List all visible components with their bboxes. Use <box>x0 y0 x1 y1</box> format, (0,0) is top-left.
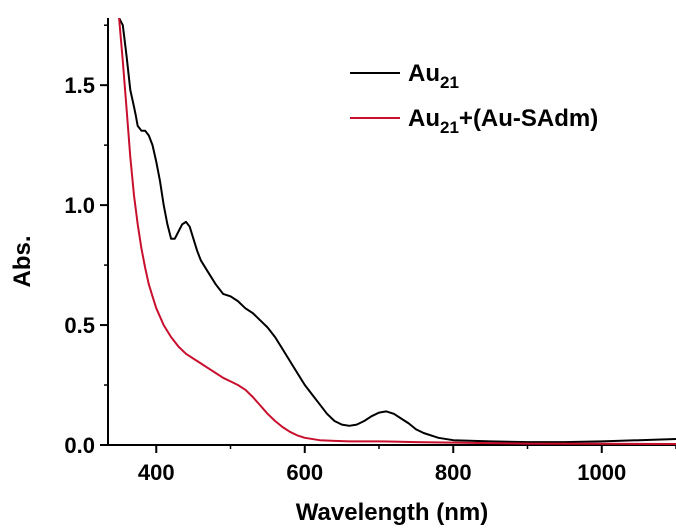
y-tick-label: 0.5 <box>64 313 95 338</box>
x-tick-label: 400 <box>138 460 175 485</box>
x-tick-label: 800 <box>435 460 472 485</box>
legend-label-subscript: 21 <box>440 118 459 137</box>
legend-label-suffix: +(Au-SAdm) <box>459 105 598 132</box>
x-tick-label: 600 <box>286 460 323 485</box>
series-layer <box>118 18 676 445</box>
legend-label-subscript: 21 <box>440 73 459 92</box>
legend-label-1: Au21 <box>408 60 459 92</box>
x-tick-label: 1000 <box>577 460 626 485</box>
series-line-au21 <box>118 18 676 444</box>
y-tick-label: 1.5 <box>64 73 95 98</box>
axes-layer: 400 600 800 1000 0.0 0.5 1.0 1.5 Wavelength (nm)… <box>9 18 676 526</box>
legend-label-base: Au <box>408 60 440 87</box>
y-tick-label: 0.0 <box>64 433 95 458</box>
x-axis-title: Wavelength (nm) <box>296 499 488 526</box>
legend-label-2: Au21+(Au-SAdm) <box>408 105 598 137</box>
legend-label-base: Au <box>408 105 440 132</box>
y-tick-label: 1.0 <box>64 193 95 218</box>
y-axis-title: Abs. <box>9 235 36 287</box>
series-line-au21-au-sadm <box>118 18 676 445</box>
